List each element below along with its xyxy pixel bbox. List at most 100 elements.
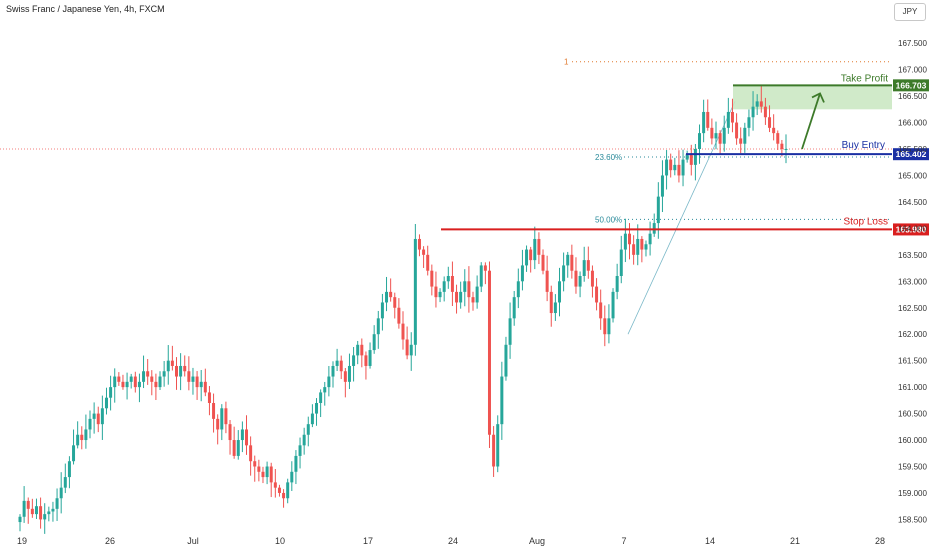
candle-body [776,133,780,144]
take-profit-price-text: 166.703 [896,80,927,90]
y-tick-label: 162.500 [898,304,927,313]
candle-body [195,376,199,388]
candle-body [640,238,644,250]
candle-body [710,127,714,139]
buy-entry-label: Buy Entry [842,140,885,151]
x-tick-label: 21 [790,536,800,546]
candle-body [483,265,487,271]
candle-body [286,482,290,499]
take-profit-label: Take Profit [841,73,888,84]
candle-body [446,276,450,282]
candle-body [183,365,187,372]
candle-body [146,371,150,377]
candle-body [47,511,51,515]
candle-body [80,434,84,441]
candle-body [174,365,178,377]
candle-body [685,154,689,160]
candle-body [504,344,508,377]
candle-body [129,376,133,382]
candle-body [578,276,582,287]
candle-body [459,291,463,303]
candle-body [245,429,249,446]
candle-body [413,238,417,345]
candle-body [232,440,236,456]
candle-body [162,371,166,377]
candle-body [220,408,224,430]
candle-body [203,381,207,393]
candle-body [516,281,520,298]
candle-body [199,381,203,388]
x-tick-label: 24 [448,536,458,546]
candle-body [34,506,38,515]
candle-body [109,387,113,398]
candle-body [693,149,697,165]
y-tick-label: 164.000 [898,224,927,233]
candle-body [88,418,92,430]
x-tick-label: 19 [17,536,27,546]
candle-body [652,223,656,234]
candle-body [673,164,677,171]
candle-body [269,466,273,483]
candle-body [179,365,183,377]
y-tick-label: 161.000 [898,383,927,392]
candle-body [282,492,286,499]
candle-body [570,254,574,271]
candle-body [294,455,298,472]
candle-body [154,381,158,388]
candle-body [557,281,561,303]
candle-body [759,101,763,107]
candle-body [277,487,281,493]
candle-body [496,424,500,467]
x-tick-label: 28 [875,536,885,546]
candle-body [212,403,216,419]
candle-body [310,413,314,425]
currency-selector[interactable]: JPY [894,3,926,21]
x-axis: 19 26 Jul 10 17 24 Aug 7 14 21 28 [17,536,885,546]
target-arrowhead [811,92,825,103]
candle-body [590,270,594,287]
candle-body [364,355,368,366]
y-tick-label: 167.500 [898,39,927,48]
candle-body [84,429,88,441]
fib-trendline [627,101,736,335]
y-tick-label: 158.500 [898,515,927,524]
candle-body [430,270,434,287]
candle-body [150,376,154,382]
candle-body [533,238,537,261]
y-tick-label: 159.000 [898,489,927,498]
candle-body [644,244,648,250]
candle-body [768,117,772,128]
candle-body [240,429,244,441]
candle-body [520,265,524,282]
candle-body [508,318,512,345]
candle-body [726,111,730,128]
candle-body [660,175,664,197]
stop-loss-label: Stop Loss [844,216,888,227]
candle-body [471,297,475,303]
candle-body [492,434,496,467]
candle-body [780,143,784,149]
y-tick-label: 167.000 [898,66,927,75]
candle-body [216,418,220,430]
y-tick-label: 163.000 [898,277,927,286]
fib-label-236: 23.60% [595,153,622,162]
candle-body [327,376,331,388]
candle-body [722,127,726,144]
candle-body [236,440,240,456]
candle-body [63,477,67,488]
candle-body [133,376,137,388]
candle-body [331,365,335,377]
y-axis: 158.500 159.000 159.500 160.000 160.500 161.0… [898,39,927,524]
candle-body [380,302,384,319]
candle-body [718,133,722,144]
candle-body [595,286,599,303]
y-tick-label: 166.000 [898,119,927,128]
candle-body [26,500,30,509]
candle-body [611,291,615,319]
candle-body [479,265,483,287]
buy-entry-price-text: 165.402 [896,149,927,159]
candle-body [249,445,253,462]
candle-body [648,233,652,245]
candle-body [751,106,755,118]
